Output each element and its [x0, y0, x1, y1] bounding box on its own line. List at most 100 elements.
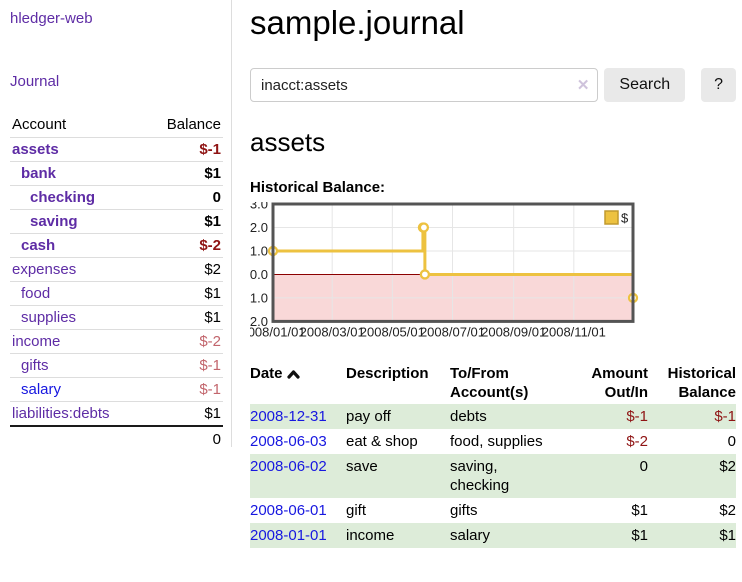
data-point-marker: [418, 222, 430, 233]
legend-swatch: [604, 210, 619, 225]
sidebar: hledger-web Journal Account Balance asse…: [0, 0, 232, 452]
transaction-description: save: [346, 458, 378, 475]
sidebar-item-journal[interactable]: Journal: [10, 73, 60, 90]
account-row: salary $-1: [10, 377, 223, 402]
clear-search-icon[interactable]: ✕: [576, 77, 590, 94]
transaction-date-link[interactable]: 2008-06-03: [250, 433, 327, 450]
svg-text:2008/05/01: 2008/05/01: [360, 324, 425, 339]
transaction-balance: $-1: [714, 408, 736, 425]
search-bar: ✕ Search ?: [250, 68, 736, 102]
plot-border: [271, 202, 635, 323]
transaction-date-link[interactable]: 2008-06-01: [250, 502, 327, 519]
register-header-balance: Historical Balance: [667, 365, 736, 401]
transaction-accounts: saving, checking: [450, 458, 510, 494]
account-link-food[interactable]: food: [21, 285, 51, 302]
account-row: supplies $1: [10, 305, 223, 330]
account-balance: $1: [144, 401, 223, 426]
transaction-balance: $2: [719, 502, 736, 519]
svg-text:3.0: 3.0: [250, 202, 268, 212]
transaction-date-link[interactable]: 2008-12-31: [250, 408, 327, 425]
account-row: liabilities:debts $1: [10, 401, 223, 426]
transaction-amount: $1: [631, 502, 648, 519]
account-balance: 0: [144, 185, 223, 210]
account-row: expenses $2: [10, 257, 223, 282]
account-balance: $-1: [144, 377, 223, 402]
search-input[interactable]: [250, 68, 599, 102]
account-row: checking 0: [10, 185, 223, 210]
accounts-total-value: 0: [10, 425, 223, 452]
transaction-accounts: food, supplies: [450, 433, 543, 450]
svg-text:2008/03/01: 2008/03/01: [300, 324, 365, 339]
transaction-amount: $-2: [626, 433, 648, 450]
account-balance: $-2: [144, 329, 223, 354]
page-title: sample.journal: [250, 4, 465, 41]
search-box: ✕: [250, 68, 599, 102]
svg-text:-1.0: -1.0: [250, 290, 268, 305]
search-button[interactable]: Search: [604, 68, 686, 102]
svg-text:-2.0: -2.0: [250, 314, 268, 329]
account-link-supplies[interactable]: supplies: [21, 309, 77, 326]
transaction-description: pay off: [346, 408, 391, 425]
transaction-date-link[interactable]: 2008-06-02: [250, 458, 327, 475]
account-link-checking[interactable]: checking: [30, 189, 96, 206]
accounts-total-row: 0: [10, 425, 223, 452]
accounts-column-header: Account: [12, 116, 67, 133]
brand-link[interactable]: hledger-web: [10, 10, 93, 27]
transaction-accounts: salary: [450, 527, 491, 544]
transaction-amount: $-1: [626, 408, 648, 425]
register-row: 2008-06-03 eat & shop food, supplies $-2…: [250, 429, 736, 454]
account-balance: $1: [144, 161, 223, 186]
account-link-gifts[interactable]: gifts: [21, 357, 49, 374]
account-row: income $-2: [10, 329, 223, 354]
transaction-accounts: gifts: [450, 502, 478, 519]
svg-text:2008/11/01: 2008/11/01: [542, 324, 606, 339]
sort-ascending-icon: [286, 365, 300, 384]
transaction-amount: 0: [639, 458, 648, 475]
account-row: assets $-1: [10, 137, 223, 162]
transaction-amount: $1: [631, 527, 648, 544]
transaction-description: gift: [346, 502, 367, 519]
register-header-date[interactable]: Date: [250, 362, 346, 404]
transaction-balance: $2: [719, 458, 736, 475]
register-row: 2008-12-31 pay off debts $-1 $-1: [250, 404, 736, 429]
account-heading: assets: [250, 127, 326, 157]
account-link-salary[interactable]: salary: [21, 381, 62, 398]
svg-text:1.0: 1.0: [250, 243, 268, 258]
account-link-expenses[interactable]: expenses: [12, 261, 77, 278]
account-link-liabilities-debts[interactable]: liabilities:debts: [12, 405, 110, 422]
svg-text:2.0: 2.0: [250, 220, 268, 235]
register-header-accounts: To/From Account(s): [450, 365, 529, 401]
account-link-income[interactable]: income: [12, 333, 61, 350]
chart-canvas: 3.0 2.0 1.0 0.0 -1.0 -2.02008/01/012008/03/01…: [240, 197, 639, 339]
account-balance: $1: [144, 281, 223, 306]
register-row: 2008-06-02 save saving, checking 0 $2: [250, 454, 736, 498]
account-link-bank[interactable]: bank: [21, 165, 57, 182]
transaction-description: income: [346, 527, 395, 544]
account-link-assets[interactable]: assets: [12, 141, 59, 158]
register-table: Date Description To/From Account(s) Amou…: [250, 362, 736, 548]
register-header-amount: Amount Out/In: [591, 365, 648, 401]
transaction-date-link[interactable]: 2008-01-01: [250, 527, 327, 544]
account-balance: $-1: [144, 137, 223, 162]
account-balance: $-2: [144, 233, 223, 258]
help-button[interactable]: ?: [701, 68, 736, 102]
account-balance: $1: [144, 305, 223, 330]
balance-column-header: Balance: [166, 116, 221, 133]
transaction-description: eat & shop: [346, 433, 418, 450]
account-balance: $-1: [144, 353, 223, 378]
register-header-description: Description: [346, 365, 429, 382]
historical-balance-chart: 3.0 2.0 1.0 0.0 -1.0 -2.02008/01/012008/03/01…: [240, 197, 736, 342]
register-row: 2008-01-01 income salary $1 $1: [250, 523, 736, 548]
account-balance: $1: [144, 209, 223, 234]
account-row: food $1: [10, 281, 223, 306]
accounts-balance-table: Account Balance assets $-1 bank $1 checkin…: [10, 113, 223, 452]
account-balance: $2: [144, 257, 223, 282]
account-row: cash $-2: [10, 233, 223, 258]
account-link-saving[interactable]: saving: [30, 213, 78, 230]
transaction-accounts: debts: [450, 408, 487, 425]
legend-label: $: [621, 211, 629, 226]
account-link-cash[interactable]: cash: [21, 237, 56, 254]
svg-text:2008/09/01: 2008/09/01: [481, 324, 546, 339]
svg-text:2008/07/01: 2008/07/01: [420, 324, 485, 339]
